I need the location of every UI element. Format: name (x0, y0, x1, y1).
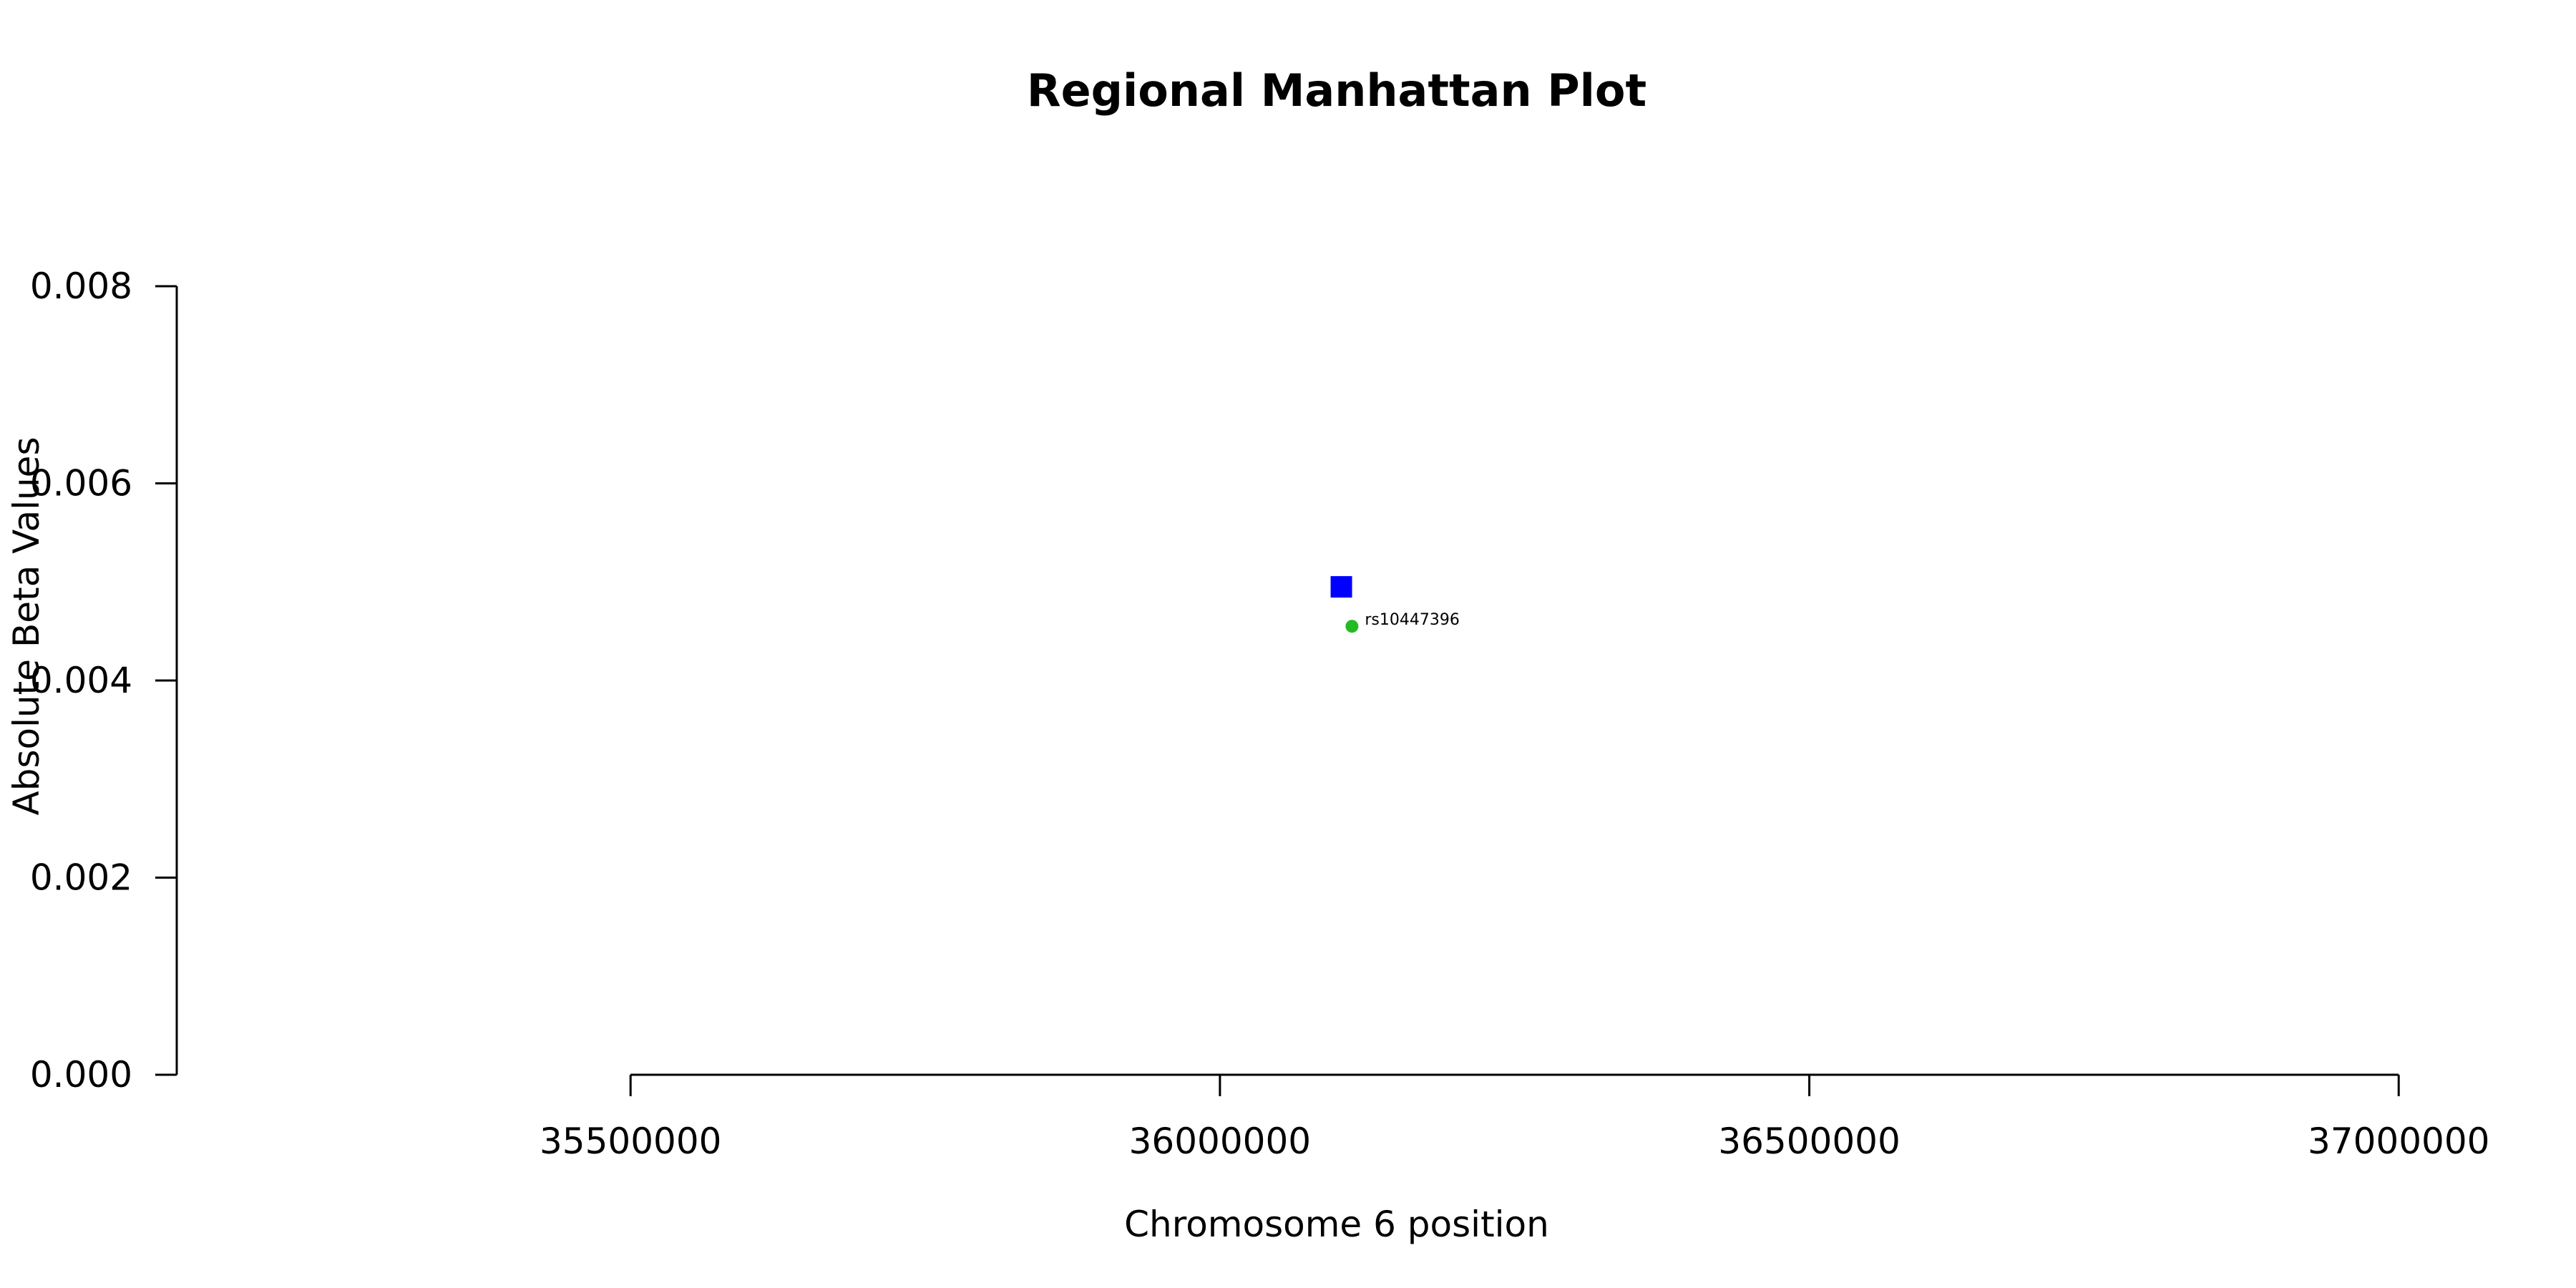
x-axis: 35500000 36000000 36500000 37000000 (540, 1073, 2490, 1162)
y-axis-label: Absolute Beta Values (6, 437, 47, 816)
x-tick-label: 35500000 (540, 1121, 722, 1162)
x-axis-label: Chromosome 6 position (1124, 1204, 1549, 1245)
point-label: rs10447396 (1365, 611, 1459, 629)
data-points: rs10447396 (1330, 576, 1460, 633)
x-tick-label: 37000000 (2308, 1121, 2490, 1162)
y-tick-label: 0.004 (30, 660, 132, 701)
y-axis: 0.000 0.002 0.004 0.006 0.008 (30, 265, 178, 1096)
x-tick-label: 36500000 (1718, 1121, 1901, 1162)
y-tick-label: 0.002 (30, 857, 132, 899)
y-tick-label: 0.000 (30, 1054, 132, 1096)
y-tick-label: 0.006 (30, 463, 132, 504)
x-tick-label: 36000000 (1129, 1121, 1312, 1162)
y-tick-label: 0.008 (30, 265, 132, 307)
data-point-square (1330, 576, 1352, 598)
data-point-circle (1345, 620, 1359, 633)
chart-title: Regional Manhattan Plot (1027, 64, 1646, 117)
